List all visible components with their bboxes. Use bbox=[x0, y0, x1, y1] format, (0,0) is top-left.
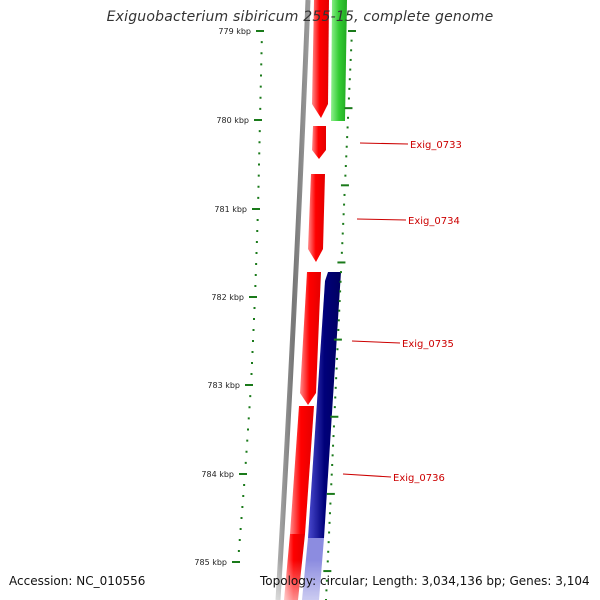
gene-label[interactable]: Exig_0735 bbox=[402, 339, 454, 350]
gene-labels: Exig_0733 Exig_0734 Exig_0735 Exig_0736 bbox=[342, 140, 462, 484]
gene-label[interactable]: Exig_0736 bbox=[393, 473, 445, 484]
gene-label-leader bbox=[356, 218, 407, 221]
tick-label: 785 kbp bbox=[194, 558, 227, 567]
gene-label-leader bbox=[342, 473, 392, 478]
tick-label: 780 kbp bbox=[216, 116, 249, 125]
gene-feature-forward bbox=[308, 174, 325, 262]
rna-gene-feature bbox=[331, 0, 347, 121]
gene-feature-forward bbox=[312, 0, 329, 118]
tick-label: 783 kbp bbox=[207, 381, 240, 390]
tick-label: 781 kbp bbox=[214, 205, 247, 214]
tick-label: 784 kbp bbox=[201, 470, 234, 479]
gene-label-leader bbox=[359, 142, 409, 145]
tick-label: 782 kbp bbox=[211, 293, 244, 302]
bottom-fade bbox=[0, 560, 600, 600]
map-title: Exiguobacterium sibiricum 255-15, comple… bbox=[106, 9, 494, 25]
gene-label-leader bbox=[351, 340, 401, 344]
gene-label[interactable]: Exig_0734 bbox=[408, 216, 460, 227]
genome-backbone bbox=[275, 0, 311, 600]
tick-label: 779 kbp bbox=[218, 27, 251, 36]
gene-feature-reverse bbox=[308, 272, 341, 538]
gene-feature-forward bbox=[300, 272, 321, 405]
accession-text: Accession: NC_010556 bbox=[9, 574, 146, 588]
gene-label[interactable]: Exig_0733 bbox=[410, 140, 462, 151]
scale-ticks: 779 kbp 780 kbp 781 kbp 782 kbp 783 kbp 784 k… bbox=[194, 27, 356, 600]
gene-feature-forward bbox=[290, 406, 314, 534]
gene-feature-forward bbox=[312, 126, 326, 159]
genome-summary-text: Topology: circular; Length: 3,034,136 bp… bbox=[260, 574, 590, 588]
